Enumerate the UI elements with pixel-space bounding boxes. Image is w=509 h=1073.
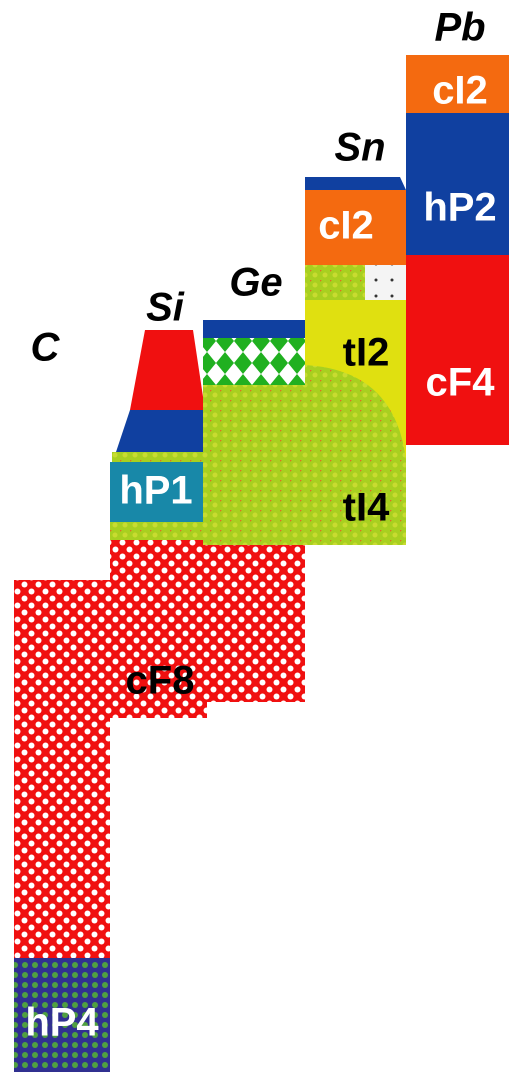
phase-label: cI2 [318,204,374,248]
c-column [14,580,110,1072]
phase-label: tI4 [343,486,390,530]
ge-column [203,320,305,702]
element-label: Ge [229,261,282,305]
si-column [110,330,207,718]
phase-label: hP2 [423,186,496,230]
phase-label: hP1 [119,469,192,513]
sn-column [305,177,406,545]
element-label: Si [146,286,185,330]
element-label: Pb [434,6,485,50]
phase-label: cF8 [126,659,195,703]
phase-label: hP4 [25,1001,99,1045]
phase-label: tI2 [343,331,390,375]
element-label: Sn [334,126,385,170]
pb-column [406,55,509,445]
element-label: C [31,326,61,370]
phase-label: cI2 [432,69,488,113]
phase-label: cF4 [426,361,496,405]
